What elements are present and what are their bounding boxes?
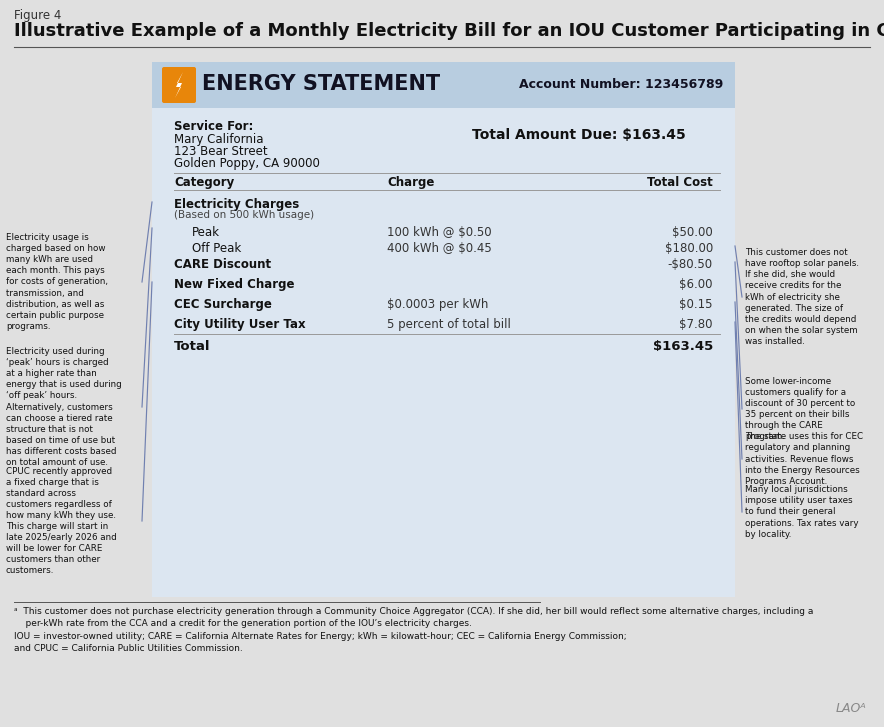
Text: 5 percent of total bill: 5 percent of total bill [387, 318, 511, 331]
Bar [152, 62, 735, 108]
Text: Figure 4: Figure 4 [14, 9, 61, 22]
Text: $6.00: $6.00 [680, 278, 713, 291]
Text: $7.80: $7.80 [680, 318, 713, 331]
Text: Total Amount Due: $163.45: Total Amount Due: $163.45 [472, 128, 686, 142]
Text: CPUC recently approved
a fixed charge that is
standard across
customers regardle: CPUC recently approved a fixed charge th… [6, 467, 117, 576]
Text: (Based on 500 kWh usage): (Based on 500 kWh usage) [174, 210, 314, 220]
Text: Many local jurisdictions
impose utility user taxes
to fund their general
operati: Many local jurisdictions impose utility … [745, 486, 858, 539]
Text: New Fixed Charge: New Fixed Charge [174, 278, 294, 291]
Text: $180.00: $180.00 [665, 242, 713, 255]
Text: Electricity used during
‘peak’ hours is charged
at a higher rate than
energy tha: Electricity used during ‘peak’ hours is … [6, 347, 122, 467]
Text: City Utility User Tax: City Utility User Tax [174, 318, 306, 331]
Text: CARE Discount: CARE Discount [174, 258, 271, 271]
Text: Some lower-income
customers qualify for a
discount of 30 percent to
35 percent o: Some lower-income customers qualify for … [745, 377, 855, 441]
Text: Illustrative Example of a Monthly Electricity Bill for an IOU Customer Participa: Illustrative Example of a Monthly Electr… [14, 22, 884, 40]
Polygon shape [175, 72, 183, 98]
Bar [152, 62, 735, 597]
Text: CEC Surcharge: CEC Surcharge [174, 298, 272, 311]
Text: Golden Poppy, CA 90000: Golden Poppy, CA 90000 [174, 157, 320, 170]
Text: LAOᴬ: LAOᴬ [835, 702, 866, 715]
Text: $0.15: $0.15 [680, 298, 713, 311]
Text: ᵃ  This customer does not purchase electricity generation through a Community Ch: ᵃ This customer does not purchase electr… [14, 607, 813, 628]
Text: ENERGY STATEMENT: ENERGY STATEMENT [202, 74, 440, 94]
Text: Electricity usage is
charged based on how
many kWh are used
each month. This pay: Electricity usage is charged based on ho… [6, 233, 108, 331]
Text: Total Cost: Total Cost [647, 176, 713, 189]
Text: Electricity Charges: Electricity Charges [174, 198, 300, 211]
Text: IOU = investor-owned utility; CARE = California Alternate Rates for Energy; kWh : IOU = investor-owned utility; CARE = Cal… [14, 632, 627, 653]
Text: This customer does not
have rooftop solar panels.
If she did, she would
receive : This customer does not have rooftop sola… [745, 248, 859, 346]
Text: Charge: Charge [387, 176, 434, 189]
Text: 100 kWh @ $0.50: 100 kWh @ $0.50 [387, 226, 492, 239]
Text: Peak: Peak [192, 226, 220, 239]
Text: The state uses this for CEC
regulatory and planning
activities. Revenue flows
in: The state uses this for CEC regulatory a… [745, 433, 863, 486]
Text: Total: Total [174, 340, 210, 353]
Text: Mary California: Mary California [174, 133, 263, 146]
Text: Off Peak: Off Peak [192, 242, 241, 255]
FancyBboxPatch shape [162, 67, 196, 103]
Text: $0.0003 per kWh: $0.0003 per kWh [387, 298, 488, 311]
Text: -$80.50: -$80.50 [668, 258, 713, 271]
Text: $163.45: $163.45 [652, 340, 713, 353]
Text: $50.00: $50.00 [672, 226, 713, 239]
Text: Account Number: 123456789: Account Number: 123456789 [519, 78, 723, 90]
Text: Category: Category [174, 176, 234, 189]
Text: Service For:: Service For: [174, 120, 254, 133]
Text: 400 kWh @ $0.45: 400 kWh @ $0.45 [387, 242, 492, 255]
Text: 123 Bear Street: 123 Bear Street [174, 145, 268, 158]
